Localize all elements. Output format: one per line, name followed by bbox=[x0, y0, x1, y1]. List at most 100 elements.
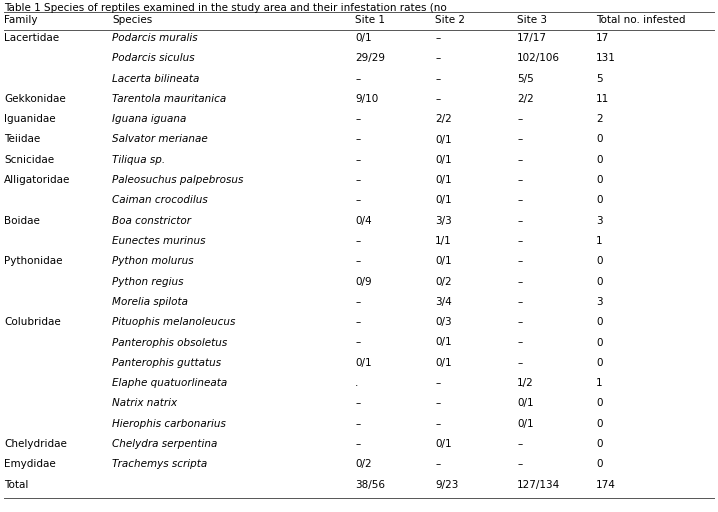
Text: –: – bbox=[355, 175, 360, 185]
Text: –: – bbox=[435, 53, 440, 63]
Text: 0/1: 0/1 bbox=[435, 257, 452, 266]
Text: –: – bbox=[355, 114, 360, 124]
Text: –: – bbox=[517, 135, 522, 144]
Text: Eunectes murinus: Eunectes murinus bbox=[112, 236, 205, 246]
Text: 0/2: 0/2 bbox=[355, 459, 372, 470]
Text: Chelydridae: Chelydridae bbox=[4, 439, 67, 449]
Text: –: – bbox=[435, 33, 440, 43]
Text: Iguana iguana: Iguana iguana bbox=[112, 114, 187, 124]
Text: –: – bbox=[435, 398, 440, 409]
Text: 0/9: 0/9 bbox=[355, 276, 372, 287]
Text: 0: 0 bbox=[596, 459, 602, 470]
Text: 174: 174 bbox=[596, 480, 616, 489]
Text: Species: Species bbox=[112, 15, 152, 25]
Text: 0/1: 0/1 bbox=[435, 337, 452, 348]
Text: 0/1: 0/1 bbox=[435, 175, 452, 185]
Text: Elaphe quatuorlineata: Elaphe quatuorlineata bbox=[112, 378, 228, 388]
Text: 102/106: 102/106 bbox=[517, 53, 560, 63]
Text: Gekkonidae: Gekkonidae bbox=[4, 94, 66, 104]
Text: –: – bbox=[517, 276, 522, 287]
Text: Table 1 Species of reptiles examined in the study area and their infestation rat: Table 1 Species of reptiles examined in … bbox=[4, 3, 447, 13]
Text: Pituophis melanoleucus: Pituophis melanoleucus bbox=[112, 317, 236, 327]
Text: 3/4: 3/4 bbox=[435, 297, 452, 307]
Text: Lacertidae: Lacertidae bbox=[4, 33, 59, 43]
Text: Boa constrictor: Boa constrictor bbox=[112, 216, 191, 226]
Text: 0: 0 bbox=[596, 175, 602, 185]
Text: 0/1: 0/1 bbox=[435, 155, 452, 165]
Text: –: – bbox=[517, 439, 522, 449]
Text: 29/29: 29/29 bbox=[355, 53, 385, 63]
Text: –: – bbox=[517, 257, 522, 266]
Text: 0/1: 0/1 bbox=[435, 439, 452, 449]
Text: 0/1: 0/1 bbox=[517, 419, 533, 429]
Text: Python regius: Python regius bbox=[112, 276, 184, 287]
Text: –: – bbox=[517, 114, 522, 124]
Text: 3/3: 3/3 bbox=[435, 216, 452, 226]
Text: 0: 0 bbox=[596, 358, 602, 368]
Text: Iguanidae: Iguanidae bbox=[4, 114, 55, 124]
Text: Python molurus: Python molurus bbox=[112, 257, 194, 266]
Text: Total no. infested: Total no. infested bbox=[596, 15, 686, 25]
Text: –: – bbox=[435, 378, 440, 388]
Text: 0: 0 bbox=[596, 419, 602, 429]
Text: 0/1: 0/1 bbox=[435, 196, 452, 205]
Text: –: – bbox=[355, 196, 360, 205]
Text: 1: 1 bbox=[596, 378, 602, 388]
Text: 1/1: 1/1 bbox=[435, 236, 452, 246]
Text: Teiidae: Teiidae bbox=[4, 135, 40, 144]
Text: Colubridae: Colubridae bbox=[4, 317, 61, 327]
Text: –: – bbox=[517, 175, 522, 185]
Text: –: – bbox=[435, 459, 440, 470]
Text: –: – bbox=[517, 236, 522, 246]
Text: Tiliqua sp.: Tiliqua sp. bbox=[112, 155, 165, 165]
Text: 9/10: 9/10 bbox=[355, 94, 378, 104]
Text: 0/2: 0/2 bbox=[435, 276, 452, 287]
Text: Tarentola mauritanica: Tarentola mauritanica bbox=[112, 94, 226, 104]
Text: Pythonidae: Pythonidae bbox=[4, 257, 62, 266]
Text: Chelydra serpentina: Chelydra serpentina bbox=[112, 439, 218, 449]
Text: –: – bbox=[355, 135, 360, 144]
Text: Salvator merianae: Salvator merianae bbox=[112, 135, 208, 144]
Text: –: – bbox=[355, 257, 360, 266]
Text: 38/56: 38/56 bbox=[355, 480, 385, 489]
Text: 0: 0 bbox=[596, 155, 602, 165]
Text: Hierophis carbonarius: Hierophis carbonarius bbox=[112, 419, 226, 429]
Text: 11: 11 bbox=[596, 94, 610, 104]
Text: 17: 17 bbox=[596, 33, 610, 43]
Text: 2/2: 2/2 bbox=[517, 94, 533, 104]
Text: –: – bbox=[355, 419, 360, 429]
Text: –: – bbox=[435, 74, 440, 83]
Text: 3: 3 bbox=[596, 216, 602, 226]
Text: –: – bbox=[517, 358, 522, 368]
Text: –: – bbox=[355, 439, 360, 449]
Text: 2/2: 2/2 bbox=[435, 114, 452, 124]
Text: –: – bbox=[355, 317, 360, 327]
Text: –: – bbox=[517, 337, 522, 348]
Text: 0: 0 bbox=[596, 398, 602, 409]
Text: –: – bbox=[355, 337, 360, 348]
Text: Paleosuchus palpebrosus: Paleosuchus palpebrosus bbox=[112, 175, 243, 185]
Text: 0/1: 0/1 bbox=[517, 398, 533, 409]
Text: 0/1: 0/1 bbox=[435, 358, 452, 368]
Text: Family: Family bbox=[4, 15, 37, 25]
Text: 0/4: 0/4 bbox=[355, 216, 372, 226]
Text: Podarcis muralis: Podarcis muralis bbox=[112, 33, 197, 43]
Text: Alligatoridae: Alligatoridae bbox=[4, 175, 70, 185]
Text: 5: 5 bbox=[596, 74, 602, 83]
Text: Natrix natrix: Natrix natrix bbox=[112, 398, 177, 409]
Text: –: – bbox=[517, 155, 522, 165]
Text: 0: 0 bbox=[596, 135, 602, 144]
Text: 0: 0 bbox=[596, 257, 602, 266]
Text: Site 1: Site 1 bbox=[355, 15, 385, 25]
Text: 0/1: 0/1 bbox=[355, 358, 372, 368]
Text: –: – bbox=[435, 419, 440, 429]
Text: –: – bbox=[517, 297, 522, 307]
Text: 17/17: 17/17 bbox=[517, 33, 547, 43]
Text: 0/3: 0/3 bbox=[435, 317, 452, 327]
Text: 0: 0 bbox=[596, 439, 602, 449]
Text: 2: 2 bbox=[596, 114, 602, 124]
Text: 0: 0 bbox=[596, 337, 602, 348]
Text: –: – bbox=[355, 398, 360, 409]
Text: Total: Total bbox=[4, 480, 29, 489]
Text: –: – bbox=[355, 236, 360, 246]
